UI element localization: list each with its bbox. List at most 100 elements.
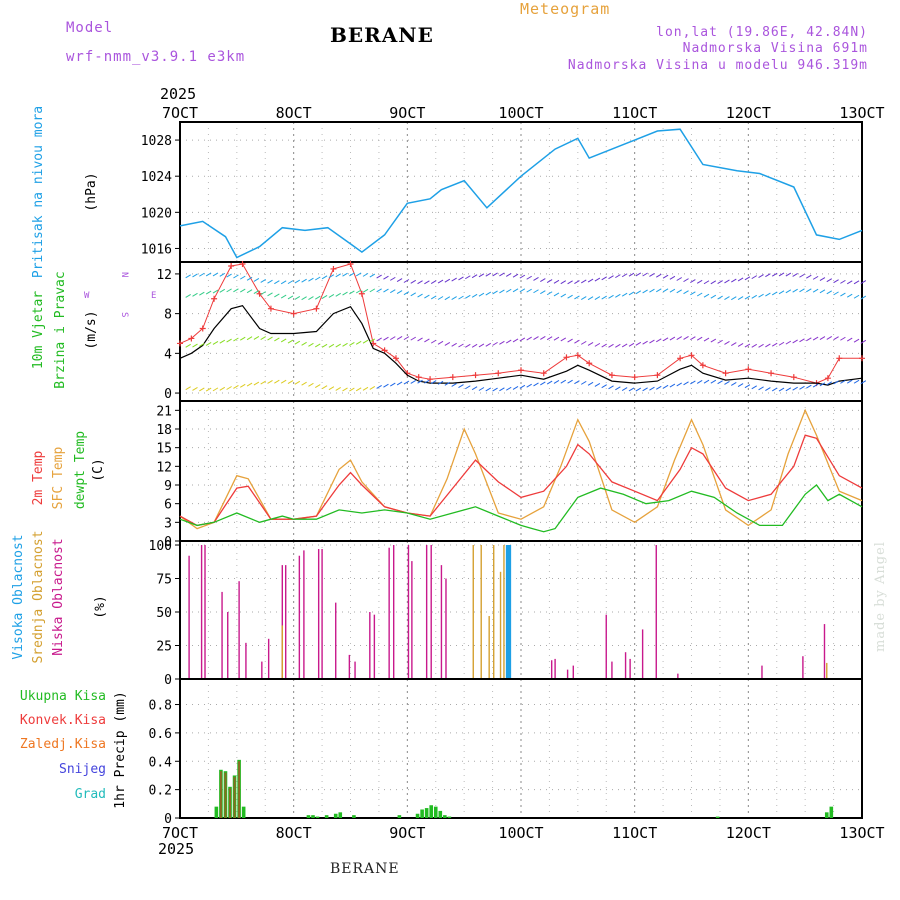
y-tick-label: 0 xyxy=(164,387,172,402)
pressure-line xyxy=(179,128,863,259)
wind-arrow xyxy=(526,336,532,341)
cloud-bar xyxy=(285,565,287,679)
wind-arrow xyxy=(355,272,362,277)
wind-arrow xyxy=(683,290,689,295)
wind-arrow xyxy=(458,276,464,281)
wind-arrow xyxy=(574,339,580,344)
wind-arrow xyxy=(465,275,471,280)
wind-arrow xyxy=(724,279,730,284)
cloud-bar xyxy=(227,612,229,679)
wind-arrow xyxy=(294,340,301,345)
wind-arrow xyxy=(226,288,232,293)
wind-arrow xyxy=(819,382,826,387)
wind-arrow xyxy=(492,290,498,295)
wind-arrow xyxy=(526,383,532,388)
wind-arrow xyxy=(690,336,696,341)
wind-arrow xyxy=(710,338,717,343)
wind-arrow xyxy=(615,274,621,279)
wind-arrow xyxy=(253,336,260,340)
wind-arrow xyxy=(621,387,628,391)
wind-arrow xyxy=(519,384,526,389)
precip-bar xyxy=(438,810,443,818)
wind-arrow xyxy=(199,272,205,277)
wind-arrow xyxy=(792,339,798,344)
wind-arrow xyxy=(649,339,655,344)
wind-arrow xyxy=(792,273,798,277)
wind-arrow xyxy=(546,291,553,296)
wind-arrow xyxy=(683,381,689,386)
temp-2m-line xyxy=(179,434,863,527)
wind-arrow xyxy=(246,382,253,387)
cloud-bar xyxy=(200,545,203,679)
wind-arrow xyxy=(758,274,764,278)
wind-arrow xyxy=(274,337,280,342)
wind-arrow xyxy=(287,295,294,300)
wind-arrow xyxy=(403,336,410,341)
top-x-tick-label: 11OCT xyxy=(612,104,657,122)
precip-bar xyxy=(443,815,447,818)
wind-arrow xyxy=(669,275,676,280)
wind-arrow xyxy=(758,386,764,391)
wind-arrow xyxy=(853,338,860,343)
top-x-tick-label: 7OCT xyxy=(162,104,198,122)
wind-arrow xyxy=(771,272,778,277)
y-tick-label: 15 xyxy=(156,442,172,457)
wind-arrow xyxy=(451,382,457,387)
wind-arrow xyxy=(737,277,744,282)
wind-arrow xyxy=(233,288,239,293)
pressure-axis-label: Pritisak na nivou mora xyxy=(31,106,46,278)
wind-arrow xyxy=(819,289,826,294)
wind-arrow xyxy=(662,274,669,279)
model-name: wrf-nmm_v3.9.1 e3km xyxy=(66,49,246,65)
wind-arrow xyxy=(594,277,601,282)
wind-arrow xyxy=(853,379,860,384)
wind-arrow xyxy=(451,277,457,282)
temp-units-label: (C) xyxy=(91,458,106,481)
wind-arrow xyxy=(540,290,546,295)
wind-arrow xyxy=(471,293,478,298)
wind-arrow xyxy=(308,296,314,301)
wind-arrow xyxy=(239,336,246,341)
wind-arrow xyxy=(369,288,376,293)
wind-arrow xyxy=(860,295,867,300)
wind-arrow xyxy=(744,343,751,348)
wind-arrow xyxy=(519,337,526,342)
wind-arrow xyxy=(806,288,812,293)
wind-arrow xyxy=(512,385,519,390)
wind-arrow xyxy=(417,280,423,285)
panel-wind: 0 4 8 12 N W E S xyxy=(84,260,867,402)
wind-arrow xyxy=(806,274,812,279)
wind-arrow xyxy=(587,278,594,283)
wind-arrow xyxy=(301,296,307,301)
conv-precip-bar xyxy=(219,771,222,818)
wind-arrow xyxy=(628,387,635,392)
cloud-bar xyxy=(508,545,512,679)
wind-arrow xyxy=(608,343,614,348)
wind-arrow xyxy=(430,295,437,300)
model-label: Model xyxy=(66,20,114,36)
wind-arrow xyxy=(185,294,191,298)
precip-bar xyxy=(447,816,452,818)
wind-arrow xyxy=(737,342,744,347)
wind-arrow xyxy=(280,294,287,299)
wind-arrow xyxy=(526,288,532,293)
wind-arrow xyxy=(205,272,212,277)
wind-arrow xyxy=(485,291,492,296)
wind-arrow xyxy=(321,275,328,280)
cloud-bar xyxy=(317,549,320,679)
wind-axis-label-1: 10m Vjetar xyxy=(31,291,46,369)
wind-arrow xyxy=(751,343,758,348)
wind-arrow xyxy=(485,387,492,392)
wind-arrow xyxy=(731,381,737,386)
y-tick-label: 12 xyxy=(156,268,172,283)
wind-arrow xyxy=(505,386,512,391)
wind-arrow xyxy=(424,379,430,384)
wind-arrow xyxy=(526,275,532,280)
wind-arrow xyxy=(628,291,635,296)
precip-bar xyxy=(397,815,402,818)
wind-arrow xyxy=(390,336,396,341)
wind-arrow xyxy=(765,387,771,391)
wind-arrow xyxy=(205,387,212,392)
panel-precipitation: 0 0.2 0.4 0.6 0.8 xyxy=(149,678,863,827)
wind-arrow xyxy=(465,385,471,390)
